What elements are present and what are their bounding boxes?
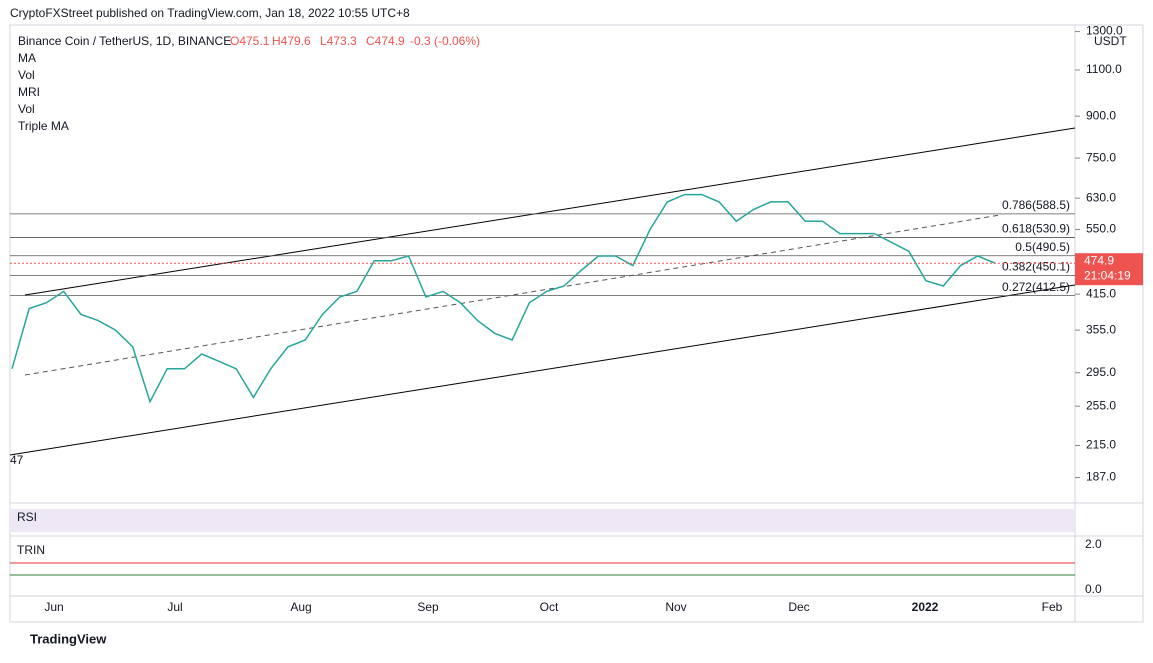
price-label: 215.0 bbox=[1086, 438, 1116, 452]
rsi-band bbox=[10, 509, 1075, 532]
indicator-name: MRI bbox=[18, 85, 40, 99]
fib-label: 0.272(412.5) bbox=[1002, 280, 1070, 294]
ohlc: C474.9 bbox=[366, 34, 405, 48]
fib-label: 0.786(588.5) bbox=[1002, 198, 1070, 212]
ohlc: H479.6 bbox=[272, 34, 311, 48]
price-label: 355.0 bbox=[1086, 322, 1116, 336]
trin-tick: 2.0 bbox=[1085, 537, 1102, 551]
price-line bbox=[11, 193, 996, 404]
left-label: 47 bbox=[10, 453, 24, 467]
price-label: 750.0 bbox=[1086, 150, 1116, 164]
time-label: Jul bbox=[167, 600, 182, 614]
channel-line bbox=[24, 127, 1076, 296]
time-label: Jun bbox=[44, 600, 63, 614]
time-label: Oct bbox=[540, 600, 559, 614]
price-label: 1300.0 bbox=[1086, 24, 1123, 38]
channel-midline bbox=[24, 214, 1001, 376]
time-label: Dec bbox=[788, 600, 809, 614]
fib-label: 0.382(450.1) bbox=[1002, 260, 1070, 274]
ohlc: -0.3 (-0.06%) bbox=[410, 34, 480, 48]
price-label: 900.0 bbox=[1086, 108, 1116, 122]
trin-tick: 0.0 bbox=[1085, 582, 1102, 596]
indicator-name: Vol bbox=[18, 68, 35, 82]
unit: USDT bbox=[1094, 34, 1127, 48]
indicator-name: Triple MA bbox=[18, 119, 69, 133]
frame bbox=[9, 24, 1144, 623]
ohlc: L473.3 bbox=[320, 34, 357, 48]
channel-line bbox=[9, 284, 1076, 456]
time-label: Nov bbox=[665, 600, 686, 614]
time-label: Aug bbox=[290, 600, 311, 614]
price-label: 295.0 bbox=[1086, 365, 1116, 379]
price-label: 550.0 bbox=[1086, 222, 1116, 236]
ohlc: O475.1 bbox=[230, 34, 270, 48]
price-label: 415.0 bbox=[1086, 286, 1116, 300]
price-label: 1100.0 bbox=[1086, 62, 1122, 76]
price-tag-text: 474.9 bbox=[1084, 253, 1114, 267]
price-label: 630.0 bbox=[1086, 190, 1116, 204]
pane-label: TRIN bbox=[17, 543, 45, 557]
fib-label: 0.618(530.9) bbox=[1002, 222, 1070, 236]
footer-logo: TradingView bbox=[30, 631, 107, 646]
symbol: Binance Coin / TetherUS, 1D, BINANCE bbox=[18, 34, 231, 48]
fib-label: 0.5(490.5) bbox=[1015, 240, 1070, 254]
time-label: Sep bbox=[417, 600, 439, 614]
indicator-name: Vol bbox=[18, 102, 35, 116]
countdown: 21:04:19 bbox=[1084, 268, 1131, 282]
price-label: 187.0 bbox=[1086, 470, 1116, 484]
time-label: Feb bbox=[1042, 600, 1063, 614]
indicator-name: MA bbox=[18, 51, 36, 65]
time-label: 2022 bbox=[912, 600, 939, 614]
price-label: 255.0 bbox=[1086, 398, 1116, 412]
published-text: CryptoFXStreet published on TradingView.… bbox=[10, 6, 410, 20]
price-tag bbox=[1075, 253, 1143, 286]
pane-label: RSI bbox=[17, 510, 37, 524]
